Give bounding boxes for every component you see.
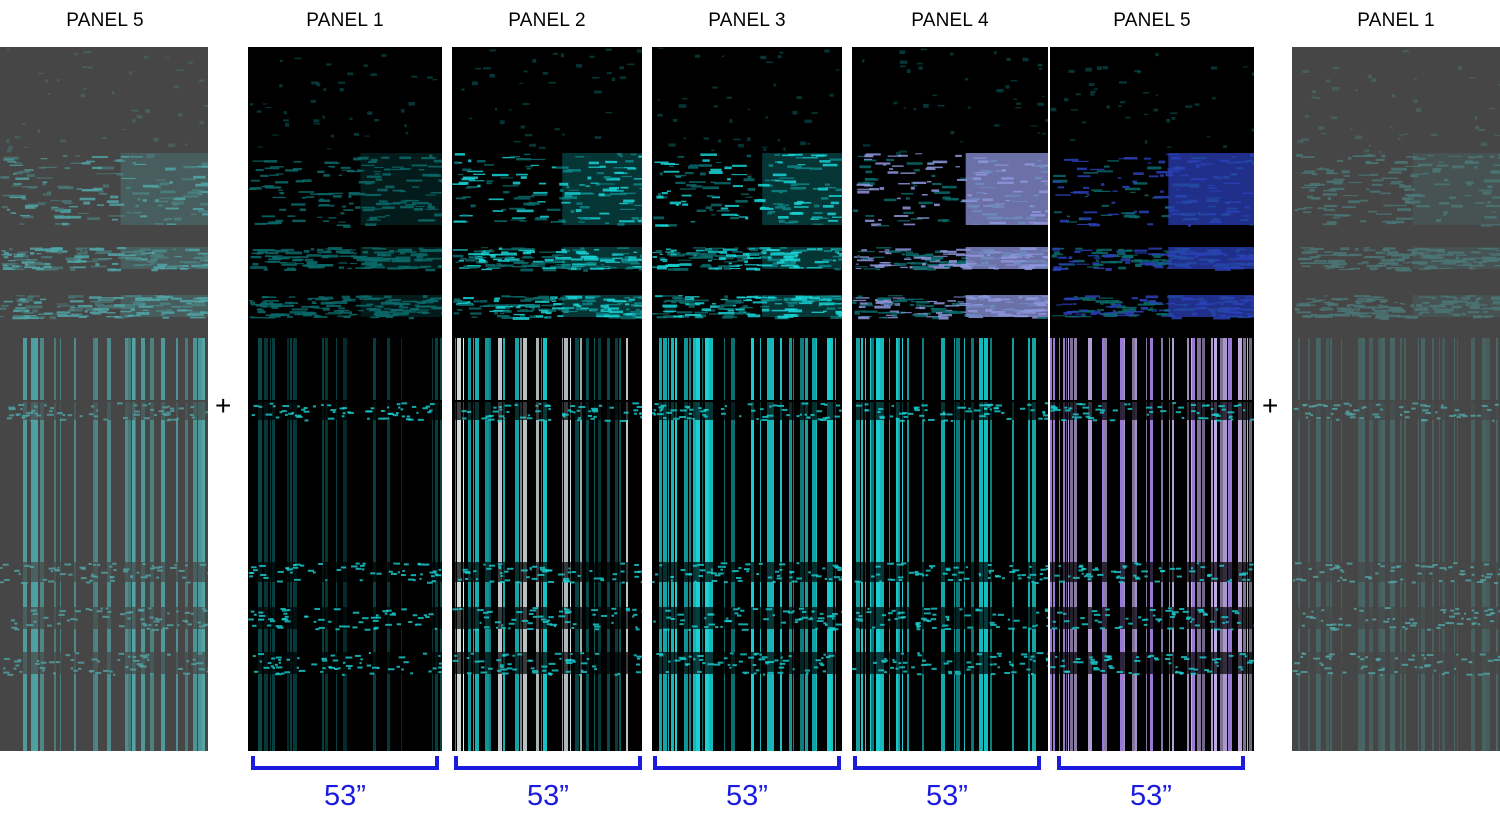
fade-overlay (0, 47, 208, 751)
panel-label-left-repeat: PANEL 5 (66, 10, 144, 31)
dimension-label-2: 53” (527, 780, 569, 812)
dimension-bracket-1 (251, 756, 439, 770)
panel-preview-right (1292, 47, 1500, 751)
dimension-bracket-5 (1057, 756, 1245, 770)
fade-overlay (1292, 47, 1500, 751)
panel-pattern (248, 47, 442, 751)
panel-label-5: PANEL 5 (1113, 10, 1191, 31)
panel-label-3: PANEL 3 (708, 10, 786, 31)
panel-pattern (652, 47, 842, 751)
panel-label-2: PANEL 2 (508, 10, 586, 31)
panel-1 (248, 47, 442, 751)
panel-pattern (452, 47, 642, 751)
panel-4 (852, 47, 1048, 751)
panel-pattern (1050, 47, 1254, 751)
panel-label-right-repeat: PANEL 1 (1357, 10, 1435, 31)
plus-sign-right: + (1262, 390, 1279, 421)
plus-sign-left: + (215, 390, 232, 421)
dimension-label-4: 53” (926, 780, 968, 812)
panel-preview-left (0, 47, 208, 751)
dimension-bracket-3 (653, 756, 841, 770)
panel-label-1: PANEL 1 (306, 10, 384, 31)
panel-3 (652, 47, 842, 751)
panel-2 (452, 47, 642, 751)
dimension-label-1: 53” (324, 780, 366, 812)
panel-label-4: PANEL 4 (911, 10, 989, 31)
dimension-label-3: 53” (726, 780, 768, 812)
dimension-bracket-4 (853, 756, 1041, 770)
dimension-bracket-2 (454, 756, 642, 770)
dimension-label-5: 53” (1130, 780, 1172, 812)
panel-pattern (852, 47, 1048, 751)
panel-5 (1050, 47, 1254, 751)
